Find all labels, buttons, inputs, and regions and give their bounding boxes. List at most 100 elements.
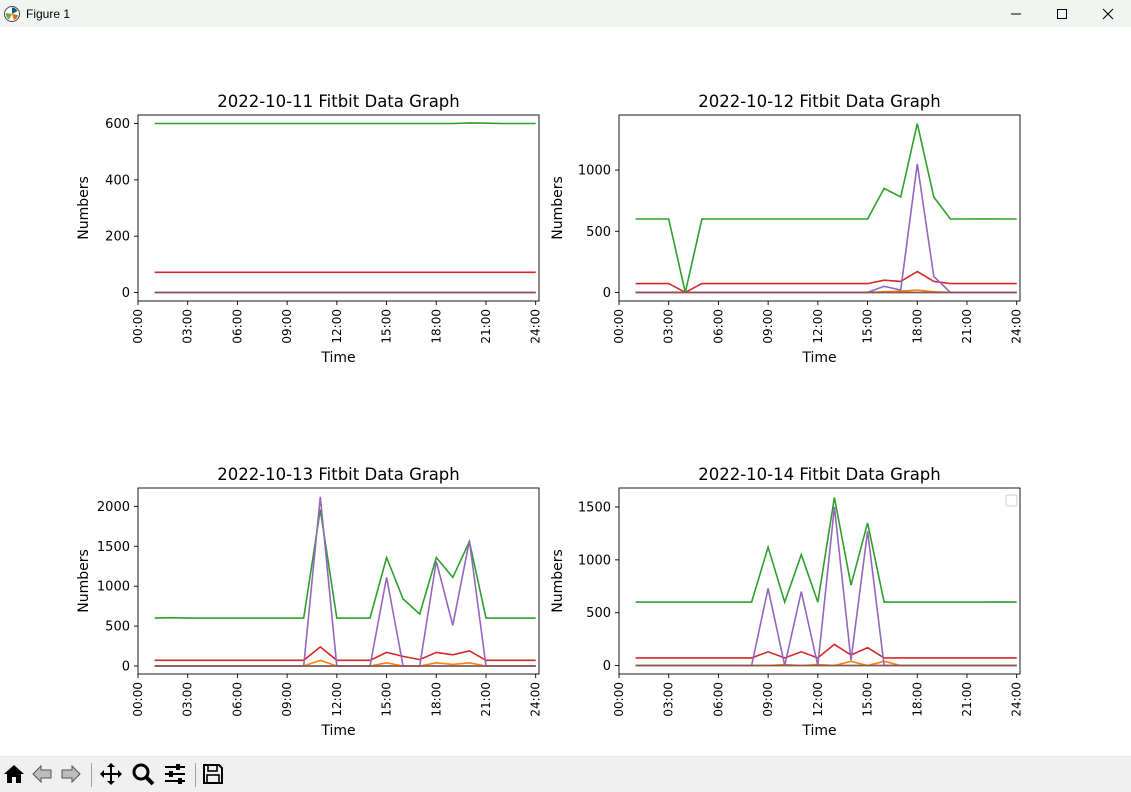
home-icon xyxy=(4,765,24,783)
figure-canvas[interactable]: 00:00 03:00 06:00 09:00 12:00 15:00 18:00 21:00… xyxy=(0,27,1131,756)
y-tick-label: 0 xyxy=(603,286,611,301)
y-axis-label: Numbers xyxy=(76,549,92,613)
y-tick-label: 500 xyxy=(105,620,130,635)
toolbar-separator xyxy=(195,763,196,787)
figure-svg: 00:00 03:00 06:00 09:00 12:00 15:00 18:00 21:00… xyxy=(76,92,1024,739)
x-tick-label: 18:00 xyxy=(910,309,924,344)
x-tick-label: 15:00 xyxy=(380,309,394,344)
pan-icon xyxy=(100,763,122,785)
x-tick-label: 24:00 xyxy=(1010,682,1024,717)
x-tick-label: 15:00 xyxy=(380,682,394,717)
x-tick-label: 06:00 xyxy=(230,682,244,717)
x-tick-label: 00:00 xyxy=(131,309,145,344)
y-axis-label: Numbers xyxy=(76,176,92,240)
x-tick-label: 03:00 xyxy=(181,309,195,344)
subplot-1: 00:00 03:00 06:00 09:00 12:00 15:00 18:00 21:00… xyxy=(76,92,543,366)
x-tick-label: 03:00 xyxy=(662,682,676,717)
forward-button[interactable] xyxy=(57,760,85,788)
forward-icon xyxy=(61,764,81,784)
legend-box[interactable] xyxy=(1005,494,1018,507)
subplot-3: 00:00 03:00 06:00 09:00 12:00 15:00 18:00 21:00… xyxy=(76,465,543,739)
x-tick-label: 18:00 xyxy=(910,682,924,717)
axes-frame xyxy=(618,114,1021,302)
y-tick-label: 0 xyxy=(603,659,611,674)
x-axis-label: Time xyxy=(801,723,836,739)
maximize-icon xyxy=(1057,8,1067,19)
x-tick-label: 09:00 xyxy=(280,309,294,344)
configure-subplots-icon xyxy=(165,764,185,784)
y-tick-label: 2000 xyxy=(97,500,130,515)
x-tick-label: 18:00 xyxy=(429,682,443,717)
x-tick-label: 06:00 xyxy=(711,309,725,344)
close-icon xyxy=(1102,8,1114,19)
x-tick-label: 15:00 xyxy=(861,682,875,717)
x-tick-label: 12:00 xyxy=(330,309,344,344)
y-tick-label: 500 xyxy=(586,606,611,621)
chart-title: 2022-10-11 Fitbit Data Graph xyxy=(217,92,460,111)
x-tick-label: 00:00 xyxy=(612,682,626,717)
x-tick-label: 21:00 xyxy=(479,682,493,717)
y-tick-label: 1000 xyxy=(578,553,611,568)
series-line-4 xyxy=(154,645,536,662)
y-tick-label: 400 xyxy=(105,173,130,188)
x-tick-label: 03:00 xyxy=(181,682,195,717)
configure-subplots-button[interactable] xyxy=(161,760,189,788)
x-tick-label: 24:00 xyxy=(1010,309,1024,344)
zoom-button[interactable] xyxy=(129,760,157,788)
x-tick-label: 21:00 xyxy=(960,682,974,717)
back-icon xyxy=(32,764,52,784)
save-button[interactable] xyxy=(199,760,227,788)
series-line-3 xyxy=(635,123,1017,293)
y-axis-label: Numbers xyxy=(550,176,566,240)
navigation-toolbar xyxy=(0,756,1131,792)
y-tick-label: 1000 xyxy=(578,164,611,179)
chart-title: 2022-10-13 Fitbit Data Graph xyxy=(217,465,460,484)
minimize-button[interactable] xyxy=(993,0,1039,27)
axes-frame xyxy=(137,487,540,675)
x-axis-label: Time xyxy=(320,723,355,739)
series-line-5 xyxy=(635,163,1017,294)
x-tick-label: 24:00 xyxy=(529,309,543,344)
x-tick-label: 12:00 xyxy=(811,309,825,344)
x-axis-label: Time xyxy=(801,350,836,366)
home-button[interactable] xyxy=(0,760,28,788)
x-tick-label: 09:00 xyxy=(761,309,775,344)
save-icon xyxy=(203,764,223,784)
pan-button[interactable] xyxy=(97,760,125,788)
axes-frame xyxy=(618,487,1021,675)
series-line-5 xyxy=(635,506,1017,667)
x-tick-label: 06:00 xyxy=(230,309,244,344)
x-tick-label: 00:00 xyxy=(612,309,626,344)
x-tick-label: 24:00 xyxy=(529,682,543,717)
y-tick-label: 500 xyxy=(586,225,611,240)
subplot-4: 00:00 03:00 06:00 09:00 12:00 15:00 18:00 21:00… xyxy=(550,465,1024,739)
close-button[interactable] xyxy=(1085,0,1131,27)
series-line-3 xyxy=(154,122,536,125)
minimize-icon xyxy=(1011,13,1021,14)
y-tick-label: 0 xyxy=(122,286,130,301)
x-tick-label: 12:00 xyxy=(811,682,825,717)
y-tick-label: 1000 xyxy=(97,580,130,595)
back-button[interactable] xyxy=(28,760,56,788)
chart-title: 2022-10-12 Fitbit Data Graph xyxy=(698,92,941,111)
window-controls xyxy=(993,0,1131,27)
toolbar-separator xyxy=(91,763,92,787)
x-tick-label: 09:00 xyxy=(280,682,294,717)
matplotlib-logo-icon xyxy=(4,5,20,22)
x-tick-label: 18:00 xyxy=(429,309,443,344)
x-tick-label: 12:00 xyxy=(330,682,344,717)
y-tick-label: 600 xyxy=(105,117,130,132)
x-tick-label: 15:00 xyxy=(861,309,875,344)
x-tick-label: 21:00 xyxy=(479,309,493,344)
maximize-button[interactable] xyxy=(1039,0,1085,27)
series-line-2 xyxy=(154,659,536,667)
series-line-4 xyxy=(635,270,1017,294)
x-tick-label: 00:00 xyxy=(131,682,145,717)
series-line-3 xyxy=(635,497,1017,605)
series-line-3 xyxy=(154,509,536,619)
window-titlebar: Figure 1 xyxy=(0,0,1131,27)
y-axis-label: Numbers xyxy=(550,549,566,613)
y-tick-label: 200 xyxy=(105,230,130,245)
x-tick-label: 21:00 xyxy=(960,309,974,344)
series-line-4 xyxy=(635,643,1017,659)
